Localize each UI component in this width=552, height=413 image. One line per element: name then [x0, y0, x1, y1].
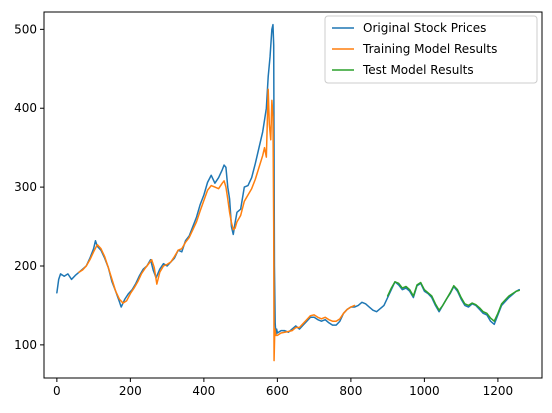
legend-label-3: Test Model Results	[362, 63, 474, 77]
legend-label-2: Training Model Results	[362, 42, 497, 56]
series-line-2	[78, 88, 356, 362]
y-tick-label: 500	[14, 22, 37, 36]
legend: Original Stock Prices Training Model Resu…	[324, 15, 538, 84]
legend-label-1: Original Stock Prices	[363, 21, 486, 35]
y-tick-label: 400	[14, 101, 37, 115]
series-line-3	[386, 281, 520, 322]
axes-frame	[43, 11, 543, 379]
x-tick-label: 400	[192, 384, 215, 398]
x-tick-label: 0	[53, 384, 61, 398]
x-tick-label: 1000	[409, 384, 440, 398]
x-tick-label: 800	[339, 384, 362, 398]
x-tick-label: 600	[266, 384, 289, 398]
x-axis: 0 200 400 600 800 1000 1200	[53, 378, 513, 398]
x-tick-label: 200	[119, 384, 142, 398]
legend-frame	[324, 15, 538, 84]
y-axis: 100 200 300 400 500	[14, 22, 44, 352]
y-tick-label: 100	[14, 338, 37, 352]
y-tick-label: 300	[14, 180, 37, 194]
x-tick-label: 1200	[483, 384, 514, 398]
y-tick-label: 200	[14, 259, 37, 273]
plot-area	[56, 23, 520, 362]
